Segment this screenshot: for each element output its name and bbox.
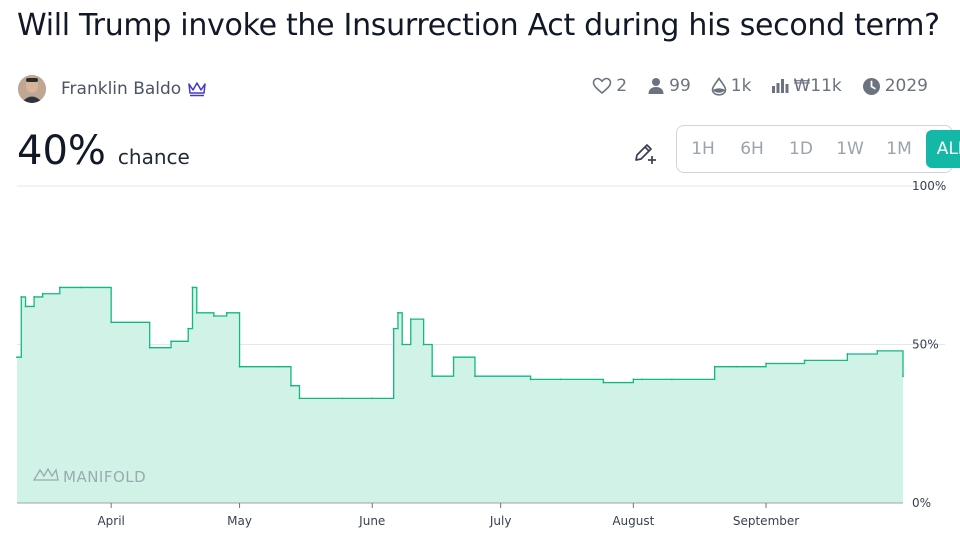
data-point: [670, 378, 673, 381]
range-option-1d[interactable]: 1D: [789, 139, 813, 159]
data-point: [876, 349, 879, 352]
likes-count: 2: [616, 76, 628, 96]
probability-value: 40%: [17, 128, 106, 174]
data-point: [392, 327, 395, 330]
probability-area: [17, 287, 903, 503]
droplet-icon: [711, 76, 727, 96]
manifold-watermark: MANIFOLD: [32, 467, 146, 486]
market-stats: 2 99 1k ₩11k 2029: [592, 76, 928, 96]
y-tick-label: 100%: [912, 179, 946, 193]
data-point: [401, 343, 404, 346]
data-point: [713, 365, 716, 368]
volume-stat[interactable]: ₩11k: [771, 76, 842, 96]
data-point: [474, 375, 476, 378]
x-tick-label: August: [612, 514, 654, 528]
range-option-all[interactable]: ALL: [926, 130, 960, 168]
data-point: [409, 318, 412, 321]
data-point: [20, 296, 23, 298]
x-tick-label: June: [358, 514, 385, 528]
data-point: [397, 311, 399, 314]
range-option-1w[interactable]: 1W: [836, 139, 864, 159]
data-point: [641, 378, 643, 381]
author-name[interactable]: Franklin Baldo: [61, 79, 182, 99]
heart-icon[interactable]: [592, 77, 612, 95]
probability-line: [17, 286, 904, 400]
data-point: [225, 311, 228, 314]
data-point: [602, 381, 605, 384]
pencil-plus-icon: [635, 144, 656, 164]
liquidity-value: 1k: [730, 76, 752, 96]
crown-icon: [187, 81, 207, 97]
data-point: [110, 321, 113, 324]
data-point: [422, 343, 425, 346]
probability-chart: April May June July August September 100% 50% 0%…: [16, 179, 946, 528]
x-tick-label: September: [733, 514, 799, 528]
edit-chart-button[interactable]: [632, 140, 658, 166]
data-point: [58, 286, 61, 289]
data-point: [290, 384, 292, 387]
data-point: [277, 365, 279, 368]
data-point: [148, 346, 151, 349]
volume-value: ₩11k: [793, 76, 842, 96]
data-point: [80, 286, 83, 289]
person-icon: [647, 77, 665, 95]
data-point: [170, 340, 172, 343]
data-point: [238, 365, 241, 368]
data-point: [803, 359, 806, 362]
data-point: [24, 305, 27, 308]
author-info[interactable]: Franklin Baldo: [18, 74, 207, 104]
range-option-1m[interactable]: 1M: [886, 139, 912, 159]
manifold-watermark-text: MANIFOLD: [63, 468, 146, 486]
data-point: [16, 356, 18, 359]
data-point: [212, 315, 215, 317]
manifold-logo-icon: [32, 467, 59, 481]
data-point: [298, 397, 301, 400]
data-point: [846, 353, 849, 355]
traders-stat[interactable]: 99: [647, 76, 691, 96]
close-year: 2029: [884, 76, 928, 96]
page-title: Will Trump invoke the Insurrection Act d…: [17, 8, 940, 43]
data-point: [195, 311, 198, 314]
bar-chart-icon: [771, 78, 789, 94]
y-tick-label: 50%: [912, 338, 939, 352]
x-tick-label: July: [489, 514, 512, 528]
data-point: [341, 397, 344, 400]
range-option-6h[interactable]: 6H: [740, 139, 764, 159]
x-tick-label: May: [227, 514, 252, 528]
clock-icon: [862, 77, 881, 96]
close-date-stat[interactable]: 2029: [862, 76, 928, 96]
avatar[interactable]: [18, 75, 46, 103]
data-point: [191, 286, 194, 289]
data-point: [41, 292, 44, 295]
probability-label: chance: [117, 145, 190, 169]
data-point: [33, 296, 36, 298]
data-point: [187, 327, 190, 330]
data-point: [431, 375, 434, 378]
data-point: [371, 397, 374, 400]
data-point: [632, 378, 635, 381]
data-point: [902, 375, 904, 378]
probability-display: 40% chance: [17, 128, 190, 174]
data-point: [559, 378, 562, 381]
data-point: [735, 365, 737, 368]
liquidity-stat[interactable]: 1k: [711, 76, 752, 96]
data-point: [529, 378, 532, 381]
data-point: [765, 362, 767, 365]
data-point: [452, 356, 455, 359]
x-tick-label: April: [97, 514, 124, 528]
likes-stat[interactable]: 2: [592, 76, 627, 96]
time-range-selector: 1H 6H 1D 1W 1M ALL: [676, 125, 960, 173]
range-option-1h[interactable]: 1H: [691, 139, 715, 159]
traders-count: 99: [669, 76, 691, 96]
y-tick-label: 0%: [912, 496, 931, 510]
